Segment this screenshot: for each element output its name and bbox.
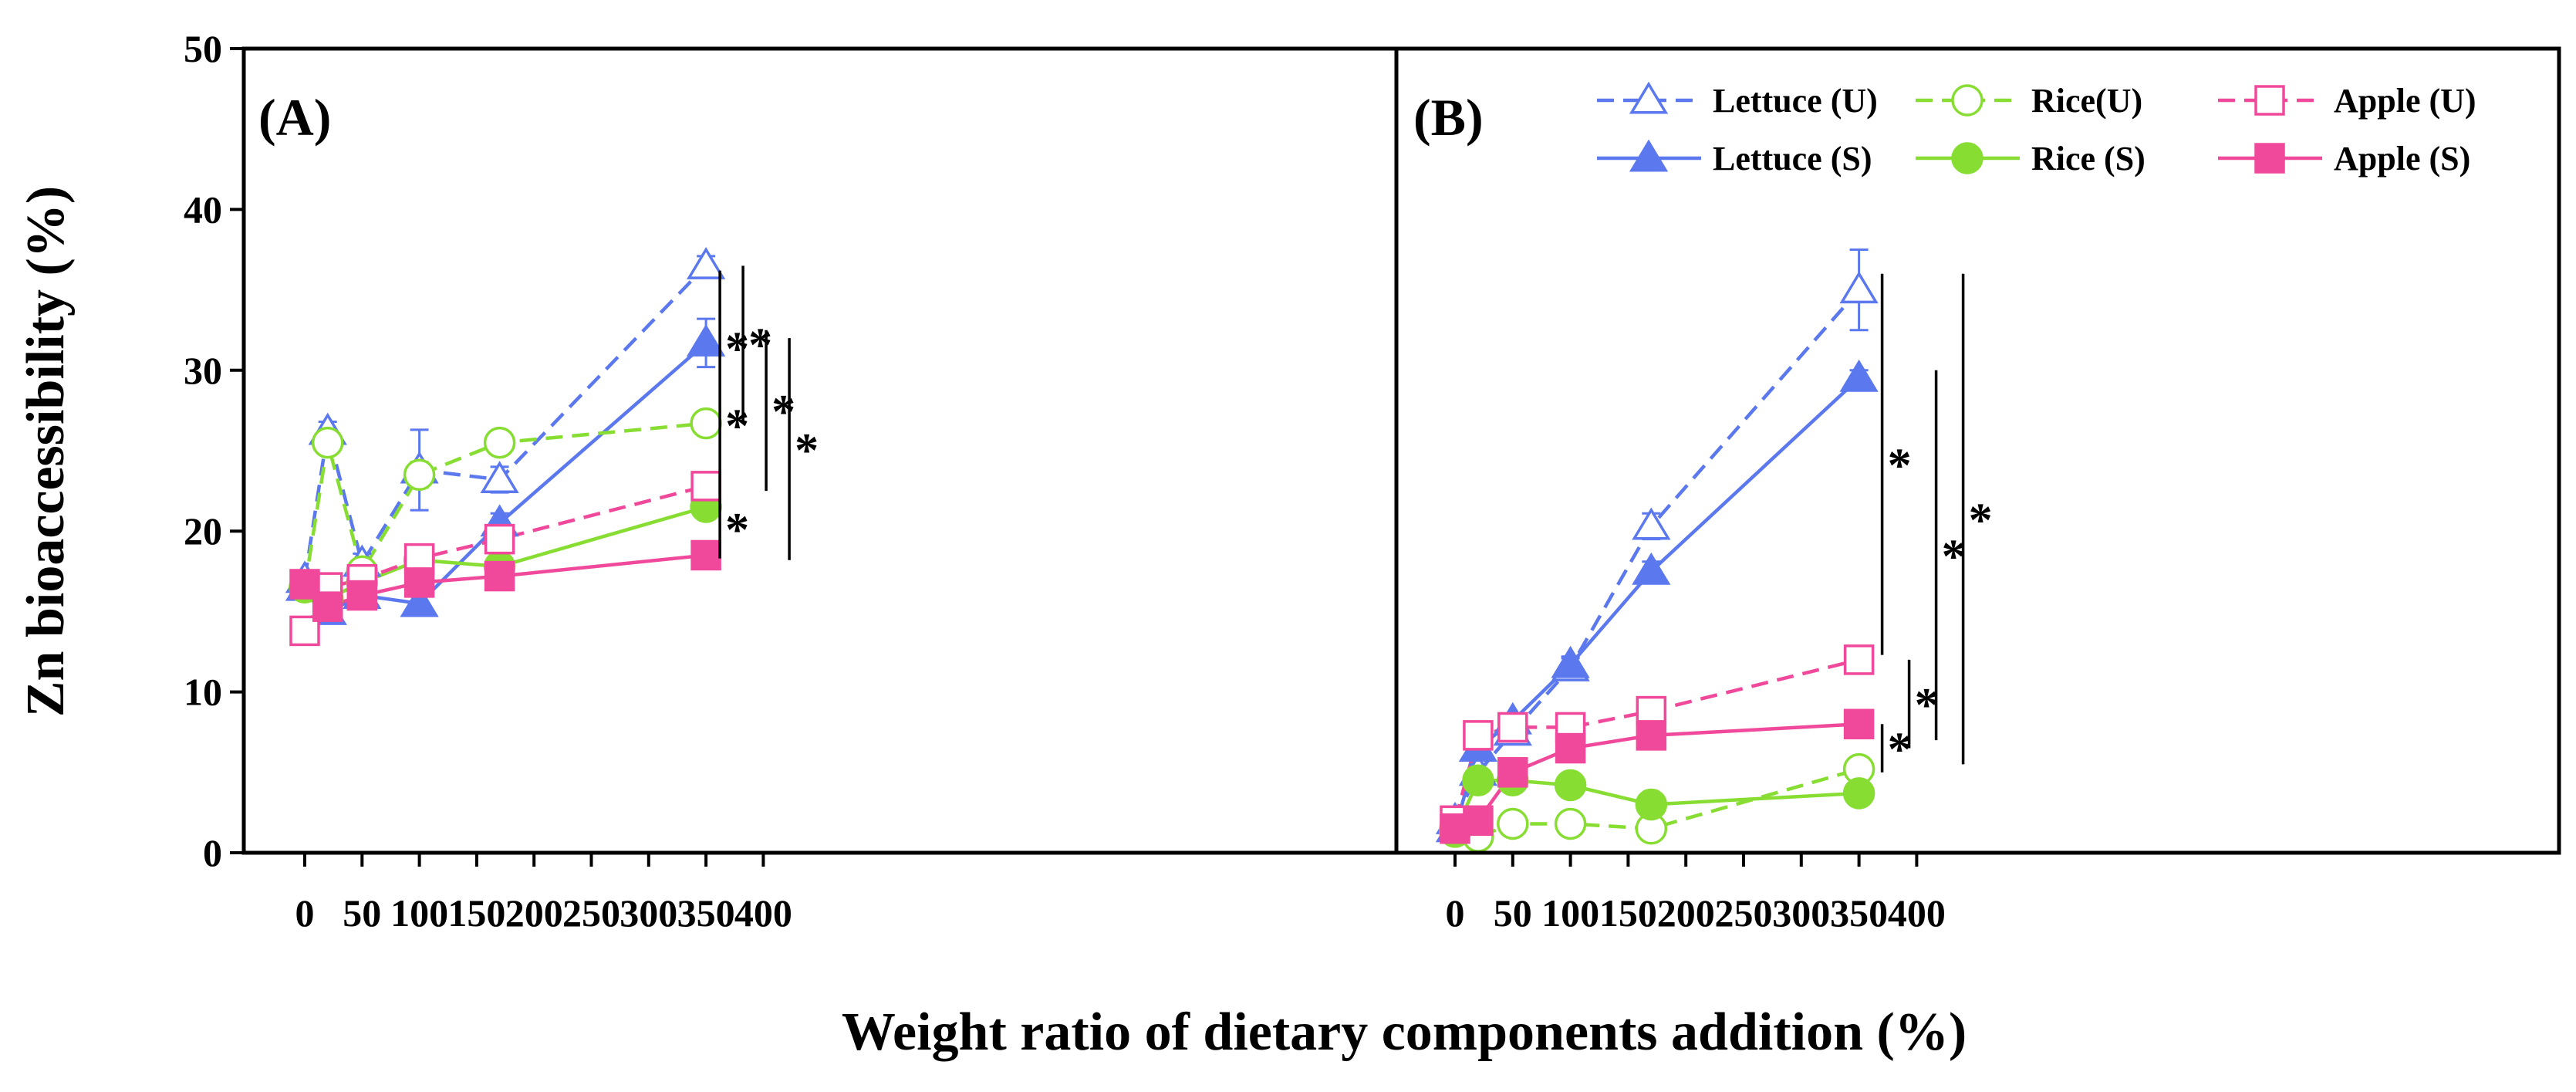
series-line-lettuce-u <box>1453 289 1861 822</box>
data-point-lettuce-u <box>1839 271 1879 304</box>
panel-label: (B) <box>1413 88 1484 147</box>
y-axis: 0 10 20 30 40 50 <box>184 27 244 874</box>
data-point-apple-s <box>289 569 320 600</box>
data-point-lettuce-s <box>686 323 726 357</box>
legend-label: Rice(U) <box>2031 82 2142 120</box>
significance-mark: * <box>1888 724 1912 776</box>
y-tick-label: 10 <box>184 671 222 714</box>
data-point-apple-s <box>1636 720 1667 751</box>
data-point-apple-s <box>403 567 435 598</box>
significance-mark: * <box>1942 531 1966 583</box>
significance-mark: * <box>1915 679 1939 732</box>
data-point-lettuce-u <box>1632 507 1671 540</box>
data-point-apple-s <box>346 580 378 611</box>
series-line-apple-u <box>1453 658 1860 821</box>
x-tick-label: 0 <box>295 891 315 935</box>
x-tick-label: 150 <box>447 891 505 935</box>
x-tick-label: 250 <box>1715 891 1773 935</box>
data-point-lettuce-s <box>1839 359 1879 392</box>
legend-label: Rice (S) <box>2031 140 2146 177</box>
significance-mark: * <box>1888 440 1912 492</box>
panel-label: (A) <box>258 88 331 147</box>
legend-marker <box>1951 142 1983 174</box>
data-point-apple-s <box>312 591 343 622</box>
data-point-apple-s <box>1463 805 1494 837</box>
x-tick-label: 350 <box>677 891 735 935</box>
y-tick-label: 50 <box>184 27 222 70</box>
legend-label: Apple (S) <box>2334 140 2470 177</box>
x-tick-label: 200 <box>505 891 563 935</box>
data-point-lettuce-s <box>400 584 439 617</box>
legend-label: Apple (U) <box>2334 82 2476 120</box>
panel-a-plot: ******(A) <box>258 88 819 647</box>
x-tick-label: 200 <box>1657 891 1715 935</box>
x-tick-label: 400 <box>734 891 792 935</box>
data-point-rice-u <box>1554 807 1587 840</box>
legend: Lettuce (U) Rice(U) Apple (U) Lettuce (S) Ri… <box>1597 81 2476 177</box>
series-line-rice-u <box>302 421 707 588</box>
data-point-apple-u <box>690 471 721 502</box>
x-tick-label: 350 <box>1830 891 1888 935</box>
x-tick-label: 150 <box>1599 891 1657 935</box>
series-line-rice-u <box>1454 767 1860 839</box>
legend-marker <box>1629 139 1669 172</box>
y-axis-title: Zn bioaccessibility (%) <box>16 186 76 717</box>
significance-mark: * <box>771 386 795 438</box>
data-point-apple-s <box>484 560 515 592</box>
data-point-rice-u <box>311 426 344 459</box>
data-point-rice-s <box>1842 777 1875 810</box>
x-tick-label: 100 <box>1541 891 1599 935</box>
significance-mark: * <box>795 424 819 477</box>
x-tick-label: 100 <box>390 891 448 935</box>
data-point-apple-u <box>1843 644 1875 675</box>
data-point-apple-s <box>1555 732 1586 764</box>
legend-marker <box>1951 84 1983 117</box>
data-point-rice-s <box>1635 788 1668 821</box>
x-tick-label: 300 <box>1772 891 1830 935</box>
significance-mark: * <box>725 504 749 556</box>
data-point-apple-u <box>1463 720 1494 751</box>
data-point-apple-u <box>484 523 515 555</box>
x-tick-label: 50 <box>1494 891 1532 935</box>
significance-mark: * <box>748 319 772 371</box>
data-point-lettuce-u <box>686 246 726 279</box>
data-point-rice-u <box>403 458 436 492</box>
data-point-apple-s <box>1497 757 1528 788</box>
y-tick-label: 30 <box>184 349 222 392</box>
legend-label: Lettuce (S) <box>1713 140 1872 177</box>
x-tick-label: 300 <box>620 891 677 935</box>
data-point-lettuce-s <box>1632 552 1671 585</box>
x-tick-label: 250 <box>562 891 620 935</box>
y-tick-label: 40 <box>184 188 222 231</box>
x-tick-label: 50 <box>343 891 381 935</box>
x-tick-label: 0 <box>1446 891 1465 935</box>
data-point-rice-u <box>690 407 722 440</box>
axes-frame <box>241 46 2561 855</box>
data-point-apple-s <box>690 539 721 571</box>
x-tick-label: 400 <box>1888 891 1946 935</box>
significance-mark: * <box>1969 495 1993 547</box>
data-point-lettuce-s <box>1551 645 1590 678</box>
data-point-rice-u <box>1497 807 1529 840</box>
data-point-lettuce-u <box>480 461 519 494</box>
x-axis: 0 50 100 150 200 250 300 350 400 0 50 100 150 200 250 3… <box>295 853 1946 935</box>
data-point-apple-u <box>1497 712 1528 743</box>
data-point-rice-s <box>1554 769 1587 802</box>
data-point-rice-u <box>483 426 516 459</box>
plot-border <box>241 46 2561 855</box>
legend-label: Lettuce (U) <box>1713 82 1878 120</box>
legend-marker <box>1629 81 1669 114</box>
panel-b-plot: *****(B) <box>1413 88 1993 853</box>
x-axis-title: Weight ratio of dietary components addit… <box>842 1002 1967 1062</box>
y-tick-label: 20 <box>184 509 222 553</box>
series-line-lettuce-u <box>302 264 707 580</box>
significance-mark: * <box>725 401 749 453</box>
significance-mark: * <box>725 323 749 376</box>
y-tick-label: 0 <box>203 831 222 874</box>
legend-marker <box>2254 143 2285 174</box>
data-point-rice-s <box>1462 764 1494 796</box>
legend-marker <box>2254 85 2285 116</box>
data-point-apple-s <box>1843 708 1875 740</box>
